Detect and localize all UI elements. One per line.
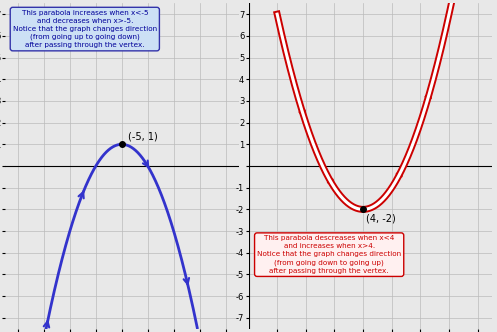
Text: (4, -2): (4, -2) — [366, 213, 396, 223]
Text: This parabola increases when x<-5
and decreases when x>-5.
Notice that the graph: This parabola increases when x<-5 and de… — [13, 10, 157, 48]
Text: (-5, 1): (-5, 1) — [128, 132, 158, 142]
Text: This parabola descreases when x<4
and increases when x>4.
Notice that the graph : This parabola descreases when x<4 and in… — [257, 235, 401, 274]
